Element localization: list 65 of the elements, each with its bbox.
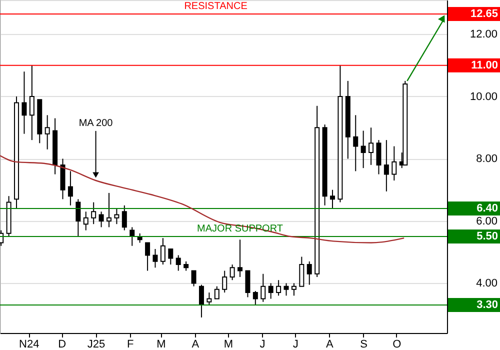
candlestick	[238, 239, 243, 278]
y-tick-label: 8.00	[476, 153, 498, 166]
candlestick	[106, 192, 112, 228]
candlestick	[222, 270, 228, 294]
ref-line-label: 3.30	[476, 298, 498, 311]
candlestick	[22, 71, 27, 134]
x-tick-label: S	[360, 338, 368, 350]
candlestick	[230, 264, 235, 281]
candlestick	[299, 256, 304, 287]
x-tick-label: M	[156, 338, 166, 350]
candlestick	[168, 248, 174, 266]
ref-line-label: 6.40	[476, 202, 498, 215]
x-tick-label: N24	[19, 338, 40, 350]
line-series	[0, 155, 405, 244]
candlestick	[384, 140, 389, 192]
candlestick	[306, 260, 312, 286]
candlestick	[68, 170, 73, 206]
candlestick	[160, 238, 166, 266]
x-tick-label: J25	[87, 338, 106, 350]
x-tick-label: J	[260, 338, 266, 350]
candlestick	[176, 254, 181, 272]
annotation: MA 200	[78, 118, 114, 129]
candlestick	[353, 114, 358, 172]
candlestick	[291, 282, 296, 296]
x-tick-label: J	[292, 338, 298, 350]
candlestick	[330, 189, 335, 210]
x-tick-label: A	[192, 338, 200, 350]
x-tick-label: F	[127, 338, 134, 350]
candlestick	[145, 242, 150, 272]
candlestick	[252, 290, 258, 306]
x-tick-label: D	[58, 338, 66, 350]
candlestick	[122, 204, 127, 231]
candlestick	[83, 211, 88, 231]
y-tick-label: 10.00	[470, 90, 498, 103]
candlestick	[76, 198, 81, 238]
candlestick	[152, 248, 158, 268]
candlestick	[276, 280, 282, 296]
candlestick	[360, 130, 366, 169]
candlestick	[392, 146, 397, 182]
x-tick-label: O	[392, 338, 402, 350]
y-tick-label: 12.00	[470, 28, 498, 41]
candlestick	[214, 286, 220, 300]
candlestick	[114, 208, 120, 225]
candlestick	[206, 292, 212, 306]
candlestick	[184, 260, 189, 272]
candlestick	[376, 140, 382, 175]
candlestick	[29, 64, 34, 141]
y-tick-label: 4.00	[476, 278, 498, 290]
y-tick-label: 6.00	[476, 215, 498, 228]
ref-line-label: 11.00	[471, 59, 498, 72]
candlestick	[260, 273, 266, 302]
candlestick	[268, 282, 274, 300]
candlestick	[245, 270, 250, 298]
candlestick	[284, 282, 289, 296]
ref-line-label: 12.65	[470, 8, 498, 20]
ref-line-label: 5.50	[476, 230, 498, 243]
x-tick-label: A	[326, 338, 334, 350]
candlestick	[368, 127, 374, 166]
candlestick	[91, 202, 96, 225]
candlestick	[191, 270, 196, 287]
candlestick	[98, 211, 104, 228]
annotation: RESISTANCE	[184, 1, 248, 12]
candlestick	[44, 114, 50, 150]
x-tick-label: M	[224, 338, 233, 350]
candlestick	[198, 284, 204, 318]
